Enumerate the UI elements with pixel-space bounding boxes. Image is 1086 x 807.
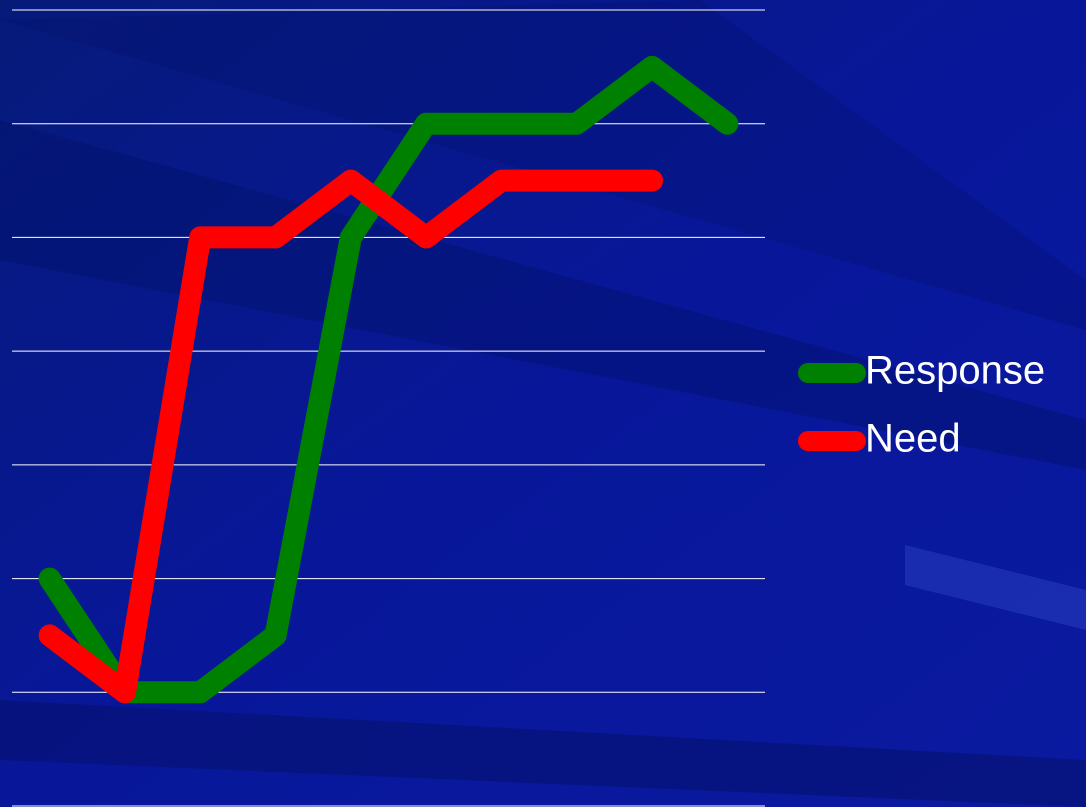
streak xyxy=(905,545,1086,630)
streak xyxy=(0,0,1086,330)
series-line xyxy=(38,55,739,704)
streak xyxy=(0,700,1086,807)
legend-label: Need xyxy=(865,417,961,461)
series-line xyxy=(38,169,664,704)
legend-label: Response xyxy=(865,349,1045,393)
